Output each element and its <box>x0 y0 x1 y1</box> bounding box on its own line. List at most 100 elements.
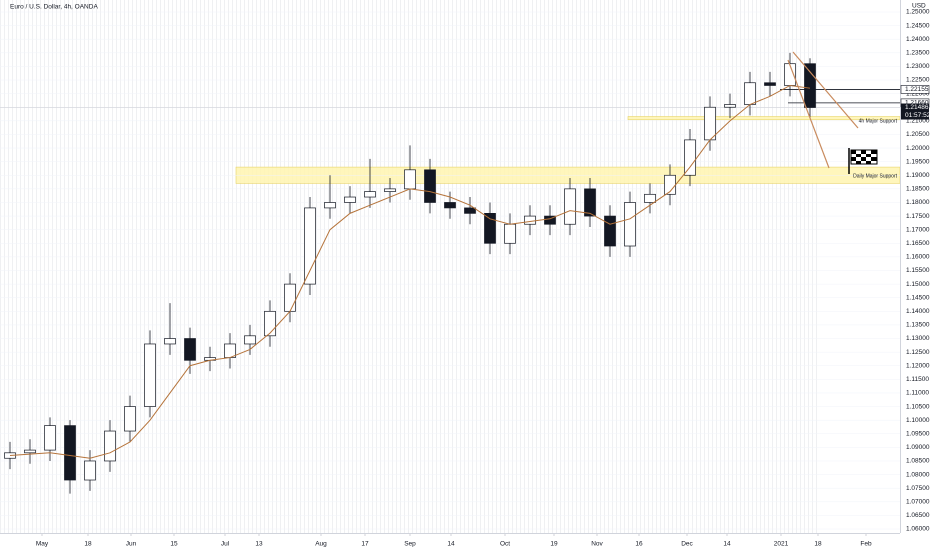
y-tick-label: 1.12000 <box>906 362 930 369</box>
candle-body <box>724 104 736 108</box>
candle-body <box>744 82 756 105</box>
y-tick-label: 1.11500 <box>906 376 929 383</box>
candle-body <box>464 207 476 214</box>
y-tick-label: 1.15500 <box>906 267 930 274</box>
y-tick-label: 1.23000 <box>906 63 930 70</box>
candle-body <box>304 207 316 285</box>
y-tick-label: 1.14500 <box>906 294 930 301</box>
y-tick-label: 1.13500 <box>906 322 930 329</box>
candle-body <box>504 223 516 244</box>
y-tick-label: 1.25000 <box>906 9 930 16</box>
candle-body <box>64 425 76 481</box>
flag-icon <box>848 148 878 174</box>
last-price-label: 1.21486 <box>905 104 929 111</box>
x-tick-label: May <box>36 541 49 548</box>
candle-body <box>564 188 576 225</box>
x-tick-label: 18 <box>814 541 822 548</box>
y-tick-label: 1.08500 <box>906 458 930 465</box>
candle-body <box>24 449 36 454</box>
candle-body <box>804 63 816 108</box>
candle-body <box>104 430 116 462</box>
y-tick-label: 1.09000 <box>906 444 930 451</box>
trend-line <box>792 51 859 129</box>
x-tick-label: 13 <box>255 541 263 548</box>
zone-label: 4h Major Support <box>859 118 898 124</box>
x-tick-label: 2021 <box>774 541 789 548</box>
y-tick-label: 1.14000 <box>906 308 930 315</box>
y-tick-label: 1.15000 <box>906 281 930 288</box>
candle-body <box>684 139 696 176</box>
candle-body <box>624 202 636 247</box>
x-tick-label: Sep <box>404 541 416 548</box>
candle-body <box>164 338 176 345</box>
x-tick-label: Jul <box>221 541 230 548</box>
y-tick-label: 1.16000 <box>906 254 930 261</box>
y-tick-label: 1.10000 <box>906 417 930 424</box>
candle-body <box>764 82 776 86</box>
y-tick-label: 1.19000 <box>906 172 930 179</box>
x-tick-label: Aug <box>315 541 327 548</box>
candle-body <box>184 338 196 361</box>
y-tick-label: 1.12500 <box>906 349 930 356</box>
y-tick-label: 1.24000 <box>906 36 930 43</box>
candle-body <box>84 460 96 481</box>
x-tick-label: Dec <box>681 541 693 548</box>
candle-body <box>44 425 56 451</box>
y-tick-label: 1.11000 <box>906 390 929 397</box>
candle-body <box>424 169 436 203</box>
x-tick-label: 14 <box>723 541 731 548</box>
chart-title: Euro / U.S. Dollar, 4h, OANDA <box>10 4 98 11</box>
candle-body <box>364 191 376 198</box>
y-tick-label: 1.22000 <box>906 90 930 97</box>
y-tick-label: 1.21000 <box>906 118 930 125</box>
last-price-tag <box>901 103 929 120</box>
y-tick-label: 1.07000 <box>906 499 930 506</box>
y-tick-label: 1.22500 <box>906 77 930 84</box>
candle-body <box>344 196 356 203</box>
candle-body <box>584 188 596 217</box>
candle-body <box>604 215 616 247</box>
level-tag <box>900 85 930 94</box>
zone-label: Daily Major Support <box>853 174 898 180</box>
candle-body <box>644 193 656 203</box>
x-tick-label: 16 <box>635 541 643 548</box>
y-tick-label: 1.23500 <box>906 50 930 57</box>
x-tick-label: 19 <box>550 541 558 548</box>
candle-body <box>244 335 256 345</box>
candle-body <box>404 169 416 190</box>
x-tick-label: 15 <box>170 541 178 548</box>
y-tick-label: 1.17000 <box>906 226 930 233</box>
countdown: 01:57:52 <box>905 112 931 119</box>
moving-average <box>9 84 811 459</box>
y-tick-label: 1.20000 <box>906 145 930 152</box>
y-tick-label: 1.10500 <box>906 403 930 410</box>
candle-body <box>444 202 456 209</box>
level-label: 1.22155 <box>905 86 929 93</box>
y-tick-label: 1.08000 <box>906 471 930 478</box>
y-tick-label: 1.13000 <box>906 335 930 342</box>
y-tick-label: 1.19500 <box>906 158 930 165</box>
candle-body <box>704 106 716 141</box>
y-tick-label: 1.24500 <box>906 22 930 29</box>
level-label: 1.21660 <box>905 100 929 107</box>
x-tick-label: Jun <box>126 541 137 548</box>
candle-body <box>124 406 136 432</box>
y-tick-label: 1.07500 <box>906 485 930 492</box>
candle-body <box>484 213 496 244</box>
x-tick-label: Oct <box>500 541 510 548</box>
y-axis-unit: USD <box>912 3 926 10</box>
y-tick-label: 1.06000 <box>906 526 930 533</box>
y-tick-label: 1.09500 <box>906 430 930 437</box>
trend-line <box>787 59 830 169</box>
y-tick-label: 1.16500 <box>906 240 930 247</box>
candle-body <box>144 343 156 407</box>
candle-body <box>264 310 276 337</box>
time-grid <box>0 0 820 533</box>
y-tick-label: 1.20500 <box>906 131 930 138</box>
y-tick-label: 1.18500 <box>906 186 930 193</box>
x-tick-label: 18 <box>84 541 92 548</box>
x-tick-label: 17 <box>361 541 369 548</box>
candle-body <box>384 188 396 192</box>
y-tick-label: 1.18000 <box>906 199 930 206</box>
